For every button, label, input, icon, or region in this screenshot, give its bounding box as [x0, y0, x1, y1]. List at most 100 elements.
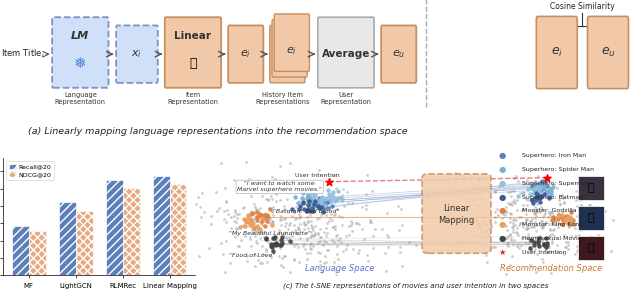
Point [505, 189, 515, 194]
Point [291, 241, 301, 246]
Point [278, 238, 288, 242]
Point [298, 244, 308, 249]
Point [534, 189, 544, 193]
Point [574, 257, 584, 262]
Point [508, 225, 518, 230]
Point [534, 192, 544, 197]
Point [558, 195, 568, 200]
Point [244, 177, 255, 182]
Point [548, 234, 559, 239]
Point [532, 190, 542, 195]
Point [530, 187, 540, 191]
Point [527, 217, 537, 222]
Point [545, 192, 556, 197]
Point [511, 243, 522, 248]
Point [513, 179, 523, 183]
Point [359, 236, 369, 241]
Point [354, 222, 364, 226]
Point [276, 214, 286, 218]
Point [255, 220, 266, 224]
Point [255, 212, 265, 217]
Point [353, 251, 363, 256]
Point [307, 202, 317, 206]
Text: User
Representation: User Representation [321, 92, 371, 105]
Text: "I want to watch some
Marvel superhero movies.": "I want to watch some Marvel superhero m… [237, 181, 322, 192]
Point [332, 195, 342, 200]
Bar [153, 176, 170, 275]
Point [316, 195, 326, 200]
Point [537, 239, 547, 243]
Point [530, 216, 540, 220]
Point [347, 201, 357, 205]
Point [540, 221, 550, 225]
Point [251, 207, 261, 211]
Point [541, 183, 552, 188]
Text: Monster: King Kong: Monster: King Kong [522, 222, 583, 227]
Point [272, 241, 282, 246]
Point [220, 198, 230, 203]
Point [300, 222, 310, 227]
Point [305, 213, 315, 218]
Point [503, 201, 513, 206]
Point [518, 206, 528, 211]
Point [317, 197, 327, 202]
Point [501, 223, 511, 228]
Point [330, 186, 340, 190]
Point [382, 210, 392, 215]
Text: ●: ● [499, 193, 506, 202]
Point [570, 252, 580, 257]
Point [527, 187, 538, 191]
Point [316, 200, 326, 204]
FancyBboxPatch shape [317, 17, 374, 88]
Point [298, 201, 308, 205]
Point [361, 203, 371, 208]
Text: "My Beautiful Laundrette": "My Beautiful Laundrette" [228, 231, 310, 236]
Point [560, 217, 570, 222]
Point [564, 225, 574, 229]
Point [527, 180, 537, 185]
Point [312, 200, 323, 205]
Point [501, 209, 511, 214]
Legend: Recall@20, NDCG@20: Recall@20, NDCG@20 [6, 161, 54, 180]
Point [506, 194, 516, 198]
Point [262, 214, 273, 219]
Point [553, 217, 563, 222]
Point [531, 197, 541, 202]
Point [252, 229, 262, 234]
Point [522, 234, 532, 239]
Point [247, 227, 257, 232]
Point [330, 224, 340, 228]
Point [250, 205, 260, 209]
Point [608, 217, 618, 222]
Point [230, 234, 240, 239]
Point [266, 244, 276, 249]
Point [310, 232, 320, 237]
Point [536, 194, 546, 199]
Point [536, 205, 546, 209]
Point [498, 212, 508, 217]
Point [253, 225, 264, 230]
Point [569, 221, 579, 226]
Point [456, 172, 466, 177]
Point [528, 209, 538, 213]
Point [561, 219, 571, 224]
Text: 🎬: 🎬 [588, 183, 595, 193]
Point [362, 259, 372, 263]
Point [321, 234, 331, 238]
Point [501, 272, 511, 276]
Point [538, 185, 548, 190]
Point [287, 241, 297, 245]
Text: 🎬: 🎬 [588, 243, 595, 253]
Point [287, 207, 297, 211]
Point [300, 219, 310, 224]
Point [266, 219, 276, 224]
Point [584, 226, 594, 231]
Point [268, 249, 278, 253]
Point [565, 214, 575, 219]
Point [307, 233, 317, 238]
Point [266, 242, 276, 246]
Point [527, 197, 537, 202]
Text: Superhero: Iron Man: Superhero: Iron Man [522, 153, 586, 158]
Point [528, 200, 538, 204]
Point [228, 178, 239, 182]
